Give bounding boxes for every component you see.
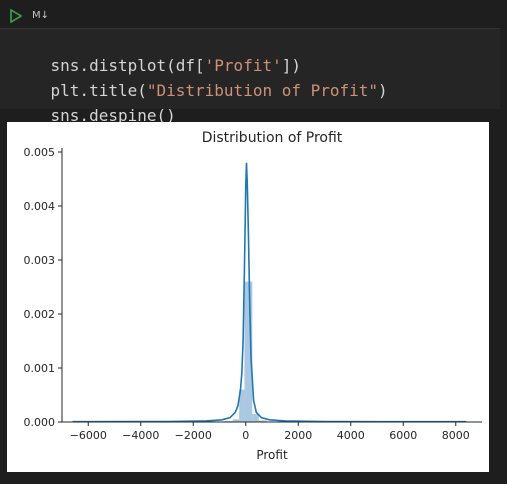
code-line-2: plt.title("Distribution of Profit") xyxy=(12,58,388,100)
code-token: sns.distplot(df[ xyxy=(50,56,205,75)
histogram-bar xyxy=(258,420,267,422)
x-tick-label: 2000 xyxy=(284,429,312,442)
x-tick-label: 8000 xyxy=(442,429,470,442)
code-token: ) xyxy=(378,81,388,100)
histogram-bar xyxy=(252,413,259,422)
code-token: sns.despine() xyxy=(50,106,176,125)
code-editor[interactable]: sns.distplot(df['Profit']) plt.title("Di… xyxy=(0,28,500,125)
code-token: 'Profit' xyxy=(204,56,282,75)
y-tick-label: 0.001 xyxy=(24,362,56,375)
cell-type-badge[interactable]: M↓ xyxy=(32,10,50,21)
histogram-bar xyxy=(244,281,253,422)
y-tick-label: 0.002 xyxy=(24,308,56,321)
y-tick-label: 0.003 xyxy=(24,254,56,267)
code-line-1: sns.distplot(df['Profit']) xyxy=(12,33,301,75)
chart-title: Distribution of Profit xyxy=(202,130,343,146)
x-tick-label: −6000 xyxy=(70,429,107,442)
x-tick-label: 4000 xyxy=(337,429,365,442)
code-token: "Distribution of Profit" xyxy=(146,81,379,100)
x-axis-label: Profit xyxy=(256,448,288,462)
x-tick-label: −2000 xyxy=(175,429,212,442)
y-tick-label: 0.000 xyxy=(24,416,56,429)
distribution-chart: Distribution of Profit Profit 0.000 0.001… xyxy=(24,130,482,462)
histogram-bar xyxy=(224,420,233,422)
y-tick-label: 0.005 xyxy=(24,146,56,159)
x-tick-label: −4000 xyxy=(122,429,159,442)
code-line-3: sns.despine() xyxy=(12,83,176,125)
histogram-bar xyxy=(239,389,245,422)
code-token: plt.title( xyxy=(50,81,147,100)
x-tick-label: 6000 xyxy=(389,429,417,442)
kde-line xyxy=(72,162,467,423)
y-tick-label: 0.004 xyxy=(24,200,56,213)
histogram-bar xyxy=(232,419,240,422)
play-icon[interactable] xyxy=(10,9,22,23)
cell-toolbar: M↓ xyxy=(0,0,507,28)
x-tick-label: 0 xyxy=(242,429,249,442)
cell-output: Distribution of Profit Profit 0.000 0.001… xyxy=(7,122,489,472)
code-token: ]) xyxy=(281,56,301,75)
